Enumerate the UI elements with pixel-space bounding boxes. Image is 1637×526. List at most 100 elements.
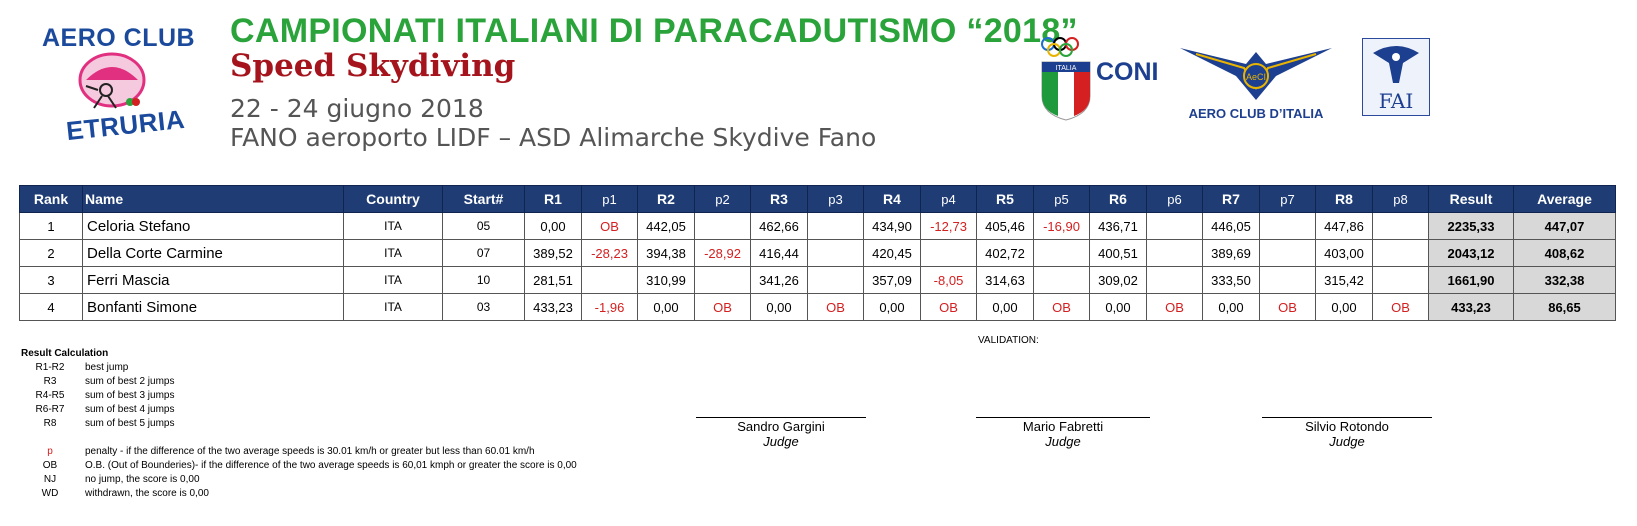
cell-r7: 446,05 [1202, 212, 1260, 240]
cell-r3: 341,26 [750, 266, 808, 294]
cell-r4: 420,45 [863, 239, 921, 267]
cell-r4: 0,00 [863, 293, 921, 321]
olympic-rings-shield-icon: ITALIA [1041, 37, 1091, 121]
cell-p6 [1146, 212, 1203, 240]
cell-r1: 433,23 [524, 293, 582, 321]
aero-club-italia-logo: AeCI AERO CLUB D’ITALIA [1176, 42, 1336, 122]
col-header-r5: R5 [976, 185, 1034, 213]
cell-rank: 4 [19, 293, 83, 321]
cell-r7: 389,69 [1202, 239, 1260, 267]
fai-label: FAI [1378, 89, 1414, 113]
cell-start: 03 [442, 293, 525, 321]
coni-logo: ITALIA CONI [1040, 36, 1170, 122]
judge-signature-2: Mario Fabretti Judge [976, 417, 1150, 449]
legend-description: O.B. (Out of Bounderies)- if the differe… [85, 460, 577, 471]
judge-name: Mario Fabretti [1022, 419, 1104, 434]
cell-p3 [807, 266, 864, 294]
cell-p8: OB [1372, 293, 1429, 321]
legend-key: p [47, 446, 53, 457]
col-header-average: Average [1513, 185, 1616, 213]
col-header-country: Country [343, 185, 443, 213]
col-header-p3: p3 [807, 185, 864, 213]
col-header-p7: p7 [1259, 185, 1316, 213]
legend-key: R8 [43, 418, 57, 429]
col-header-p4: p4 [920, 185, 977, 213]
legend-key: NJ [43, 474, 57, 485]
legend-description: best jump [85, 362, 129, 373]
cell-average: 447,07 [1513, 212, 1616, 240]
legend-description: sum of best 4 jumps [85, 404, 175, 415]
cell-p1: -28,23 [581, 239, 638, 267]
coni-label: CONI [1096, 58, 1159, 86]
table-row: 3 Ferri Mascia ITA 10 281,51 310,99 341,26 357,… [19, 266, 1616, 294]
col-header-start: Start# [442, 185, 525, 213]
cell-name: Celoria Stefano [82, 212, 344, 240]
cell-country: ITA [343, 266, 443, 294]
cell-p7 [1259, 266, 1316, 294]
col-header-r6: R6 [1089, 185, 1147, 213]
cell-r8: 403,00 [1315, 239, 1373, 267]
logo-text-top: AERO CLUB [42, 24, 196, 52]
cell-country: ITA [343, 293, 443, 321]
cell-country: ITA [343, 212, 443, 240]
aero-club-etruria-logo: AERO CLUB ETRURIA [38, 22, 198, 147]
cell-start: 07 [442, 239, 525, 267]
cell-start: 10 [442, 266, 525, 294]
judge-role: Judge [1045, 434, 1081, 449]
cell-p6: OB [1146, 293, 1203, 321]
cell-r3: 0,00 [750, 293, 808, 321]
validation-label: VALIDATION: [978, 335, 1039, 346]
results-table: Rank Name Country Start# R1 p1 R2 p2 R3 … [19, 185, 1616, 321]
legend-description: sum of best 3 jumps [85, 390, 175, 401]
cell-result: 433,23 [1428, 293, 1514, 321]
col-header-p2: p2 [694, 185, 751, 213]
cell-p1: OB [581, 212, 638, 240]
cell-rank: 2 [19, 239, 83, 267]
legend-description: no jump, the score is 0,00 [85, 474, 200, 485]
col-header-result: Result [1428, 185, 1514, 213]
cell-p5 [1033, 266, 1090, 294]
cell-average: 332,38 [1513, 266, 1616, 294]
cell-country: ITA [343, 239, 443, 267]
cell-p3: OB [807, 293, 864, 321]
cell-average: 408,62 [1513, 239, 1616, 267]
cell-r1: 389,52 [524, 239, 582, 267]
cell-result: 2235,33 [1428, 212, 1514, 240]
legend-key: R3 [43, 376, 57, 387]
cell-p7 [1259, 239, 1316, 267]
cell-p2: OB [694, 293, 751, 321]
cell-name: Bonfanti Simone [82, 293, 344, 321]
cell-rank: 1 [19, 212, 83, 240]
eagle-emblem-icon: AeCI [1180, 48, 1332, 100]
cell-p4: -8,05 [920, 266, 977, 294]
cell-r7: 0,00 [1202, 293, 1260, 321]
legend-title: Result Calculation [21, 348, 109, 359]
cell-start: 05 [442, 212, 525, 240]
judge-signature-3: Silvio Rotondo Judge [1262, 417, 1432, 449]
cell-r6: 400,51 [1089, 239, 1147, 267]
legend-description: sum of best 2 jumps [85, 376, 175, 387]
judge-role: Judge [1329, 434, 1365, 449]
judge-role: Judge [763, 434, 799, 449]
legend-description: penalty - if the difference of the two a… [85, 446, 535, 457]
col-header-p6: p6 [1146, 185, 1203, 213]
legend-key: OB [42, 460, 58, 471]
cell-p8 [1372, 212, 1429, 240]
fai-eagle-icon [1373, 46, 1419, 83]
cell-r2: 310,99 [637, 266, 695, 294]
cell-r8: 0,00 [1315, 293, 1373, 321]
cell-r5: 314,63 [976, 266, 1034, 294]
legend-key: R6-R7 [35, 404, 65, 415]
col-header-p8: p8 [1372, 185, 1429, 213]
judge-signature-1: Sandro Gargini Judge [696, 417, 866, 449]
table-row: 2 Della Corte Carmine ITA 07 389,52 -28,23 394… [19, 239, 1616, 267]
cell-name: Ferri Mascia [82, 266, 344, 294]
cell-r6: 436,71 [1089, 212, 1147, 240]
table-row: 4 Bonfanti Simone ITA 03 433,23 -1,96 0,00 OB 0,… [19, 293, 1616, 321]
cell-r5: 405,46 [976, 212, 1034, 240]
col-header-rank: Rank [19, 185, 83, 213]
cell-p2 [694, 266, 751, 294]
cell-p2 [694, 212, 751, 240]
col-header-r1: R1 [524, 185, 582, 213]
legend-description: withdrawn, the score is 0,00 [85, 488, 209, 499]
